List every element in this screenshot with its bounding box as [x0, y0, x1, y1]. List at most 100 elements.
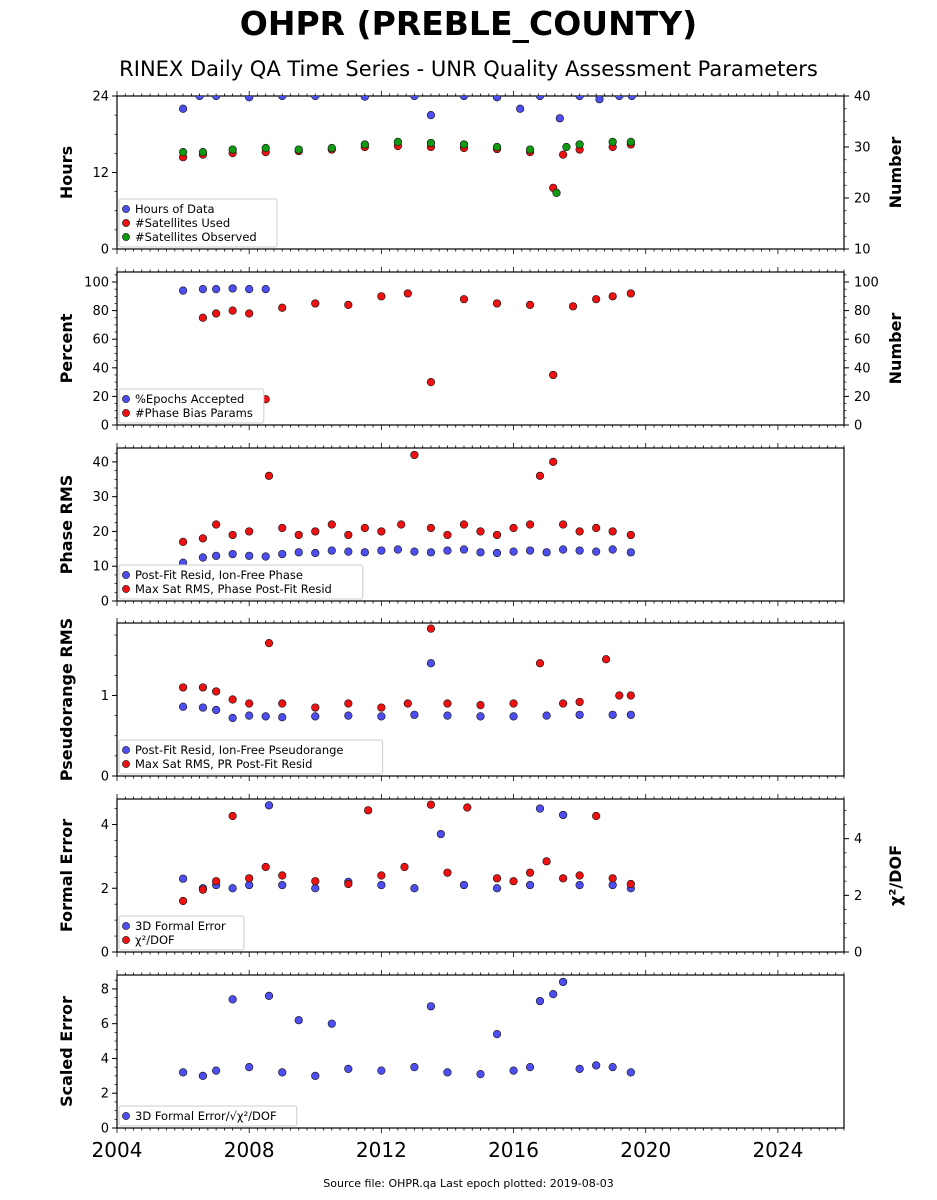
y-tick-label: 0 — [101, 946, 109, 961]
data-point — [360, 548, 369, 557]
legend-label: Max Sat RMS, PR Post-Fit Resid — [135, 757, 312, 771]
data-point — [559, 545, 568, 554]
legend-marker — [122, 922, 130, 930]
data-point — [198, 313, 208, 322]
panel-3: 0 10 20 30 40 Phase RMS Post-Fit Resid, Ion-Fr… — [57, 443, 845, 610]
data-point — [261, 862, 270, 872]
data-point — [608, 1063, 617, 1072]
y-right-tick-label: 40 — [854, 361, 871, 376]
data-point — [426, 138, 436, 148]
data-point — [393, 545, 402, 554]
data-point — [516, 104, 525, 113]
x-tick-label: 2020 — [620, 1138, 671, 1162]
data-point — [311, 527, 320, 536]
y-right-axis-label: Number — [886, 137, 905, 209]
y-tick-label: 20 — [92, 525, 109, 540]
y-tick-label: 4 — [101, 818, 109, 833]
data-point — [377, 292, 386, 301]
data-point — [377, 546, 386, 555]
y-tick-label: 30 — [92, 490, 109, 505]
data-point — [492, 530, 502, 540]
data-point — [476, 1070, 485, 1079]
data-point — [212, 705, 221, 715]
data-point — [549, 990, 558, 999]
data-point — [492, 548, 502, 558]
data-point — [198, 148, 208, 157]
data-point — [595, 96, 604, 104]
data-point — [344, 699, 353, 708]
data-point — [403, 699, 412, 708]
legend-marker — [122, 746, 130, 754]
data-point — [535, 804, 545, 813]
data-point — [327, 546, 336, 555]
legend-marker — [122, 760, 130, 768]
legend-label: 3D Formal Error — [135, 919, 226, 933]
data-point — [559, 874, 568, 883]
data-point — [264, 991, 274, 1000]
legend-marker — [122, 936, 130, 944]
data-point — [592, 295, 601, 304]
data-point — [575, 697, 584, 707]
data-point — [178, 148, 188, 157]
data-point — [178, 286, 188, 295]
legend-marker — [122, 1112, 130, 1120]
data-point — [261, 285, 270, 294]
data-point — [509, 712, 518, 721]
y-right-tick-label: 40 — [854, 90, 871, 105]
data-point — [410, 884, 419, 893]
data-point — [311, 712, 320, 721]
data-point — [443, 699, 452, 708]
data-point — [608, 874, 617, 883]
y-tick-label: 10 — [92, 560, 109, 575]
y-right-tick-label: 20 — [854, 390, 871, 405]
data-point — [178, 1068, 188, 1077]
y-tick-label: 0 — [101, 419, 109, 434]
data-point — [525, 868, 535, 877]
data-point — [212, 285, 221, 294]
y-axis-label: Pseudorange RMS — [57, 618, 76, 781]
data-point — [426, 548, 436, 557]
data-point — [198, 553, 208, 562]
x-tick-label: 2008 — [224, 1138, 275, 1162]
data-point — [261, 143, 270, 153]
data-point — [278, 880, 287, 890]
data-point — [535, 96, 545, 101]
legend-label: Hours of Data — [135, 202, 215, 216]
data-point — [311, 548, 320, 558]
data-point — [403, 289, 412, 298]
panel-4: 0 1 Pseudorange RMS Post-Fit Resid, Ion-Fre… — [57, 618, 845, 785]
y-right-tick-label: 4 — [854, 832, 862, 847]
data-point — [549, 370, 558, 380]
data-point — [459, 545, 469, 554]
data-point — [410, 96, 419, 101]
data-point — [575, 871, 584, 880]
legend-label: #Satellites Used — [135, 216, 230, 230]
x-tick-label: 2012 — [356, 1138, 407, 1162]
data-point — [608, 527, 617, 536]
y-tick-label: 0 — [101, 1122, 109, 1137]
legend-label: 3D Formal Error/√χ²/DOF — [135, 1109, 277, 1123]
data-point — [575, 880, 584, 890]
data-point — [443, 1068, 452, 1077]
data-point — [608, 710, 617, 719]
legend-label: #Satellites Observed — [135, 230, 257, 244]
data-point — [542, 711, 551, 720]
data-point — [626, 289, 635, 298]
data-point — [198, 703, 208, 712]
y-axis-label: Scaled Error — [57, 996, 76, 1107]
data-point — [535, 471, 545, 480]
panel-2: 0 20 40 60 80 100 0 20 40 60 80 100 Number Percent %Ep… — [57, 267, 905, 434]
data-point — [426, 1002, 436, 1011]
plot-points — [178, 450, 635, 567]
data-point — [228, 284, 237, 293]
legend-box — [118, 1105, 298, 1127]
data-point — [592, 547, 601, 556]
y-tick-label: 100 — [84, 276, 109, 291]
data-point — [228, 306, 237, 315]
y-axis-label: Hours — [57, 146, 76, 199]
data-point — [228, 811, 237, 821]
data-point — [198, 1071, 208, 1080]
y-tick-label: 20 — [92, 390, 109, 405]
y-tick-label: 2 — [101, 1087, 109, 1102]
